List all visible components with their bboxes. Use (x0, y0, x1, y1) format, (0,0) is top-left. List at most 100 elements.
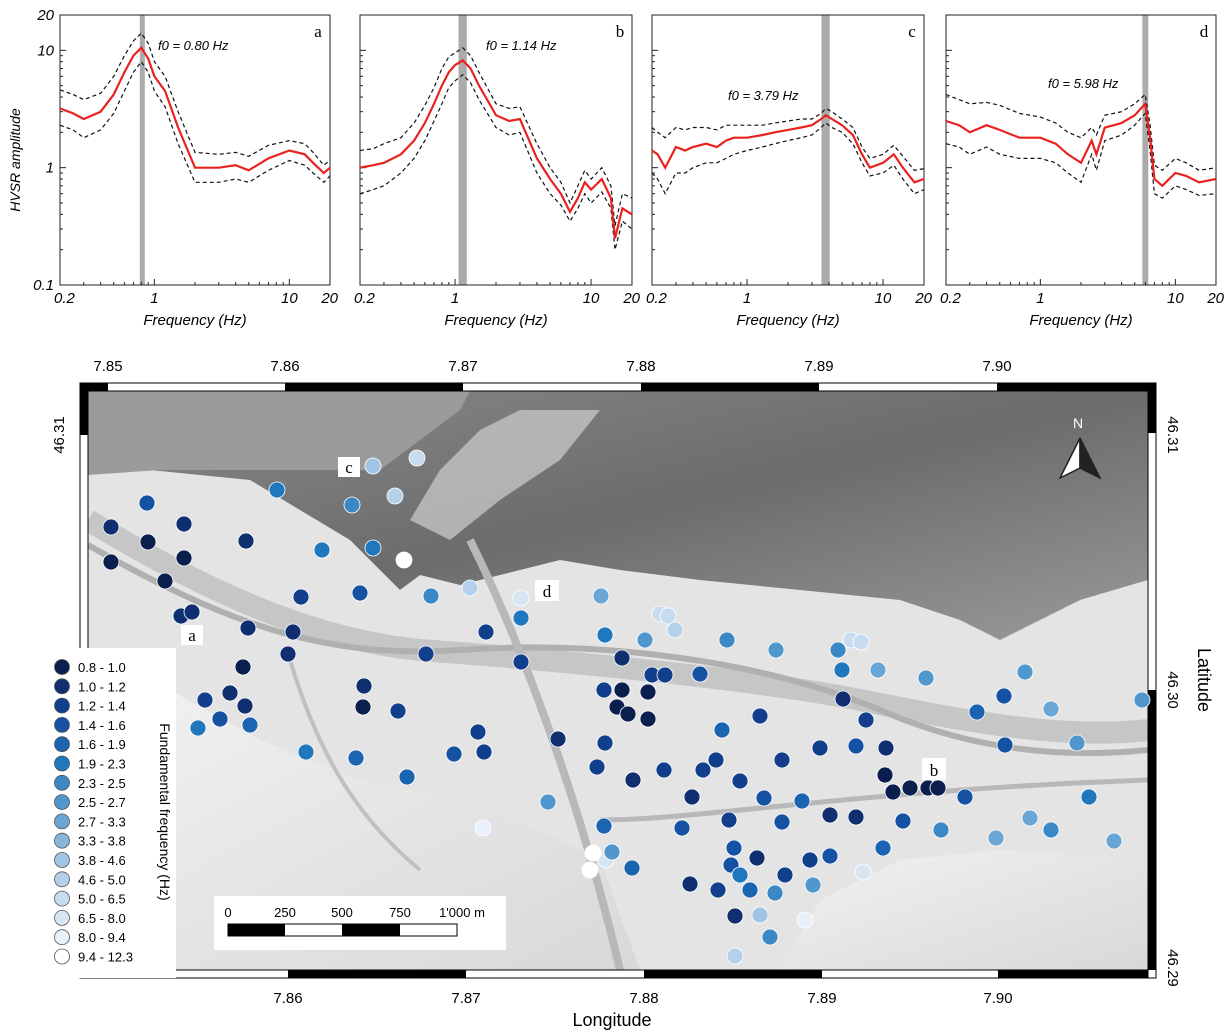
station-point (1080, 788, 1098, 806)
station-point (929, 779, 947, 797)
x-tick-label: 10 (281, 290, 298, 307)
south-east-slope (780, 850, 1148, 970)
hvsr-panel-b: 0.2 1 10 20 f0 = 1.14 Hz b Frequency (Hz) (354, 14, 641, 329)
station-point (852, 633, 870, 651)
station-point (884, 783, 902, 801)
station-point (292, 588, 310, 606)
x-tick-label: 20 (914, 290, 932, 307)
legend-entry-label: 8.0 - 9.4 (78, 930, 126, 945)
station-point (804, 876, 822, 894)
legend-swatch (54, 890, 70, 907)
station-point (237, 532, 255, 550)
x-tick-label: 20 (320, 290, 338, 307)
svg-text:a: a (188, 626, 196, 645)
x-tick-label: 1 (743, 290, 751, 307)
station-point (917, 669, 935, 687)
station-point (189, 719, 207, 737)
legend-entry-label: 2.7 - 3.3 (78, 814, 126, 829)
station-point (211, 710, 229, 728)
f0-annotation: f0 = 5.98 Hz (1048, 76, 1119, 91)
legend-entry-label: 3.8 - 4.6 (78, 853, 126, 868)
station-point (596, 734, 614, 752)
station-point (236, 697, 254, 715)
station-points (102, 449, 1151, 965)
legend-entry-label: 1.0 - 1.2 (78, 679, 126, 694)
station-point (901, 779, 919, 797)
station-point (751, 707, 769, 725)
latitude-tick-label: 46.31 (51, 416, 68, 454)
mean-hvsr-line (359, 59, 633, 239)
station-point (833, 661, 851, 679)
svg-text:b: b (930, 761, 939, 780)
lower-std-line (359, 73, 633, 250)
x-tick-label: 1 (150, 290, 158, 307)
longitude-tick-label: 7.88 (629, 990, 658, 1007)
station-point (239, 619, 257, 637)
legend-entry-label: 1.6 - 1.9 (78, 737, 126, 752)
latitude-tick-label: 46.29 (1164, 949, 1181, 987)
legend-entry-label: 0.8 - 1.0 (78, 660, 126, 675)
station-point (821, 847, 839, 865)
station-point (755, 789, 773, 807)
map-y-axis-label: Latitude (1194, 648, 1214, 712)
station-point (417, 645, 435, 663)
f0-annotation: f0 = 0.80 Hz (158, 38, 229, 53)
legend-swatch (54, 929, 70, 946)
x-tick-label: 0.2 (940, 290, 962, 307)
legend-swatch (54, 832, 70, 849)
station-point (469, 723, 487, 741)
station-point (445, 745, 463, 763)
legend-swatch (54, 736, 70, 753)
legend-swatch (54, 659, 70, 675)
station-point (987, 829, 1005, 847)
road-b (288, 659, 422, 872)
station-point (139, 533, 157, 551)
station-point (681, 875, 699, 893)
station-point (474, 819, 492, 837)
station-point (731, 772, 749, 790)
hvsr-y-axis-label: HVSR amplitude (7, 108, 23, 212)
station-point (766, 884, 784, 902)
station-point (175, 549, 193, 567)
station-point (731, 866, 749, 884)
station-point (268, 481, 286, 499)
lower-std-line (59, 60, 331, 184)
x-tick-label: 20 (1206, 290, 1224, 307)
station-point (639, 710, 657, 728)
latitude-tick-label: 46.30 (1164, 671, 1181, 709)
station-point (234, 658, 252, 676)
x-tick-label: 0.2 (646, 290, 668, 307)
station-point (894, 812, 912, 830)
station-point (877, 739, 895, 757)
map: a b c d N 0 250 500 750 (48, 358, 1214, 1030)
station-point (726, 907, 744, 925)
site-label-d: d (535, 580, 559, 601)
x-tick-label: 10 (1167, 290, 1184, 307)
station-point (1133, 691, 1151, 709)
panel-frame (359, 14, 633, 286)
station-point (461, 579, 479, 597)
hvsr-panel-d: 0.2 1 10 20 f0 = 5.98 Hz d Frequency (Hz) (940, 14, 1225, 329)
station-point (956, 788, 974, 806)
longitude-tick-label: 7.88 (626, 358, 655, 375)
legend-entry-label: 1.2 - 1.4 (78, 699, 126, 714)
station-point (1068, 734, 1086, 752)
x-tick-label: 10 (875, 290, 892, 307)
station-point (596, 626, 614, 644)
station-point (386, 487, 404, 505)
f0-band (821, 15, 830, 285)
station-point (351, 584, 369, 602)
station-point (683, 788, 701, 806)
station-point (1021, 809, 1039, 827)
station-point (932, 821, 950, 839)
f0-band (458, 15, 467, 285)
station-point (595, 817, 613, 835)
station-point (102, 518, 120, 536)
station-point (156, 572, 174, 590)
station-point (623, 859, 641, 877)
y-tick-label: 1 (46, 160, 54, 177)
legend-swatch (54, 948, 70, 965)
upper-std-line (59, 32, 331, 167)
station-point (279, 645, 297, 663)
